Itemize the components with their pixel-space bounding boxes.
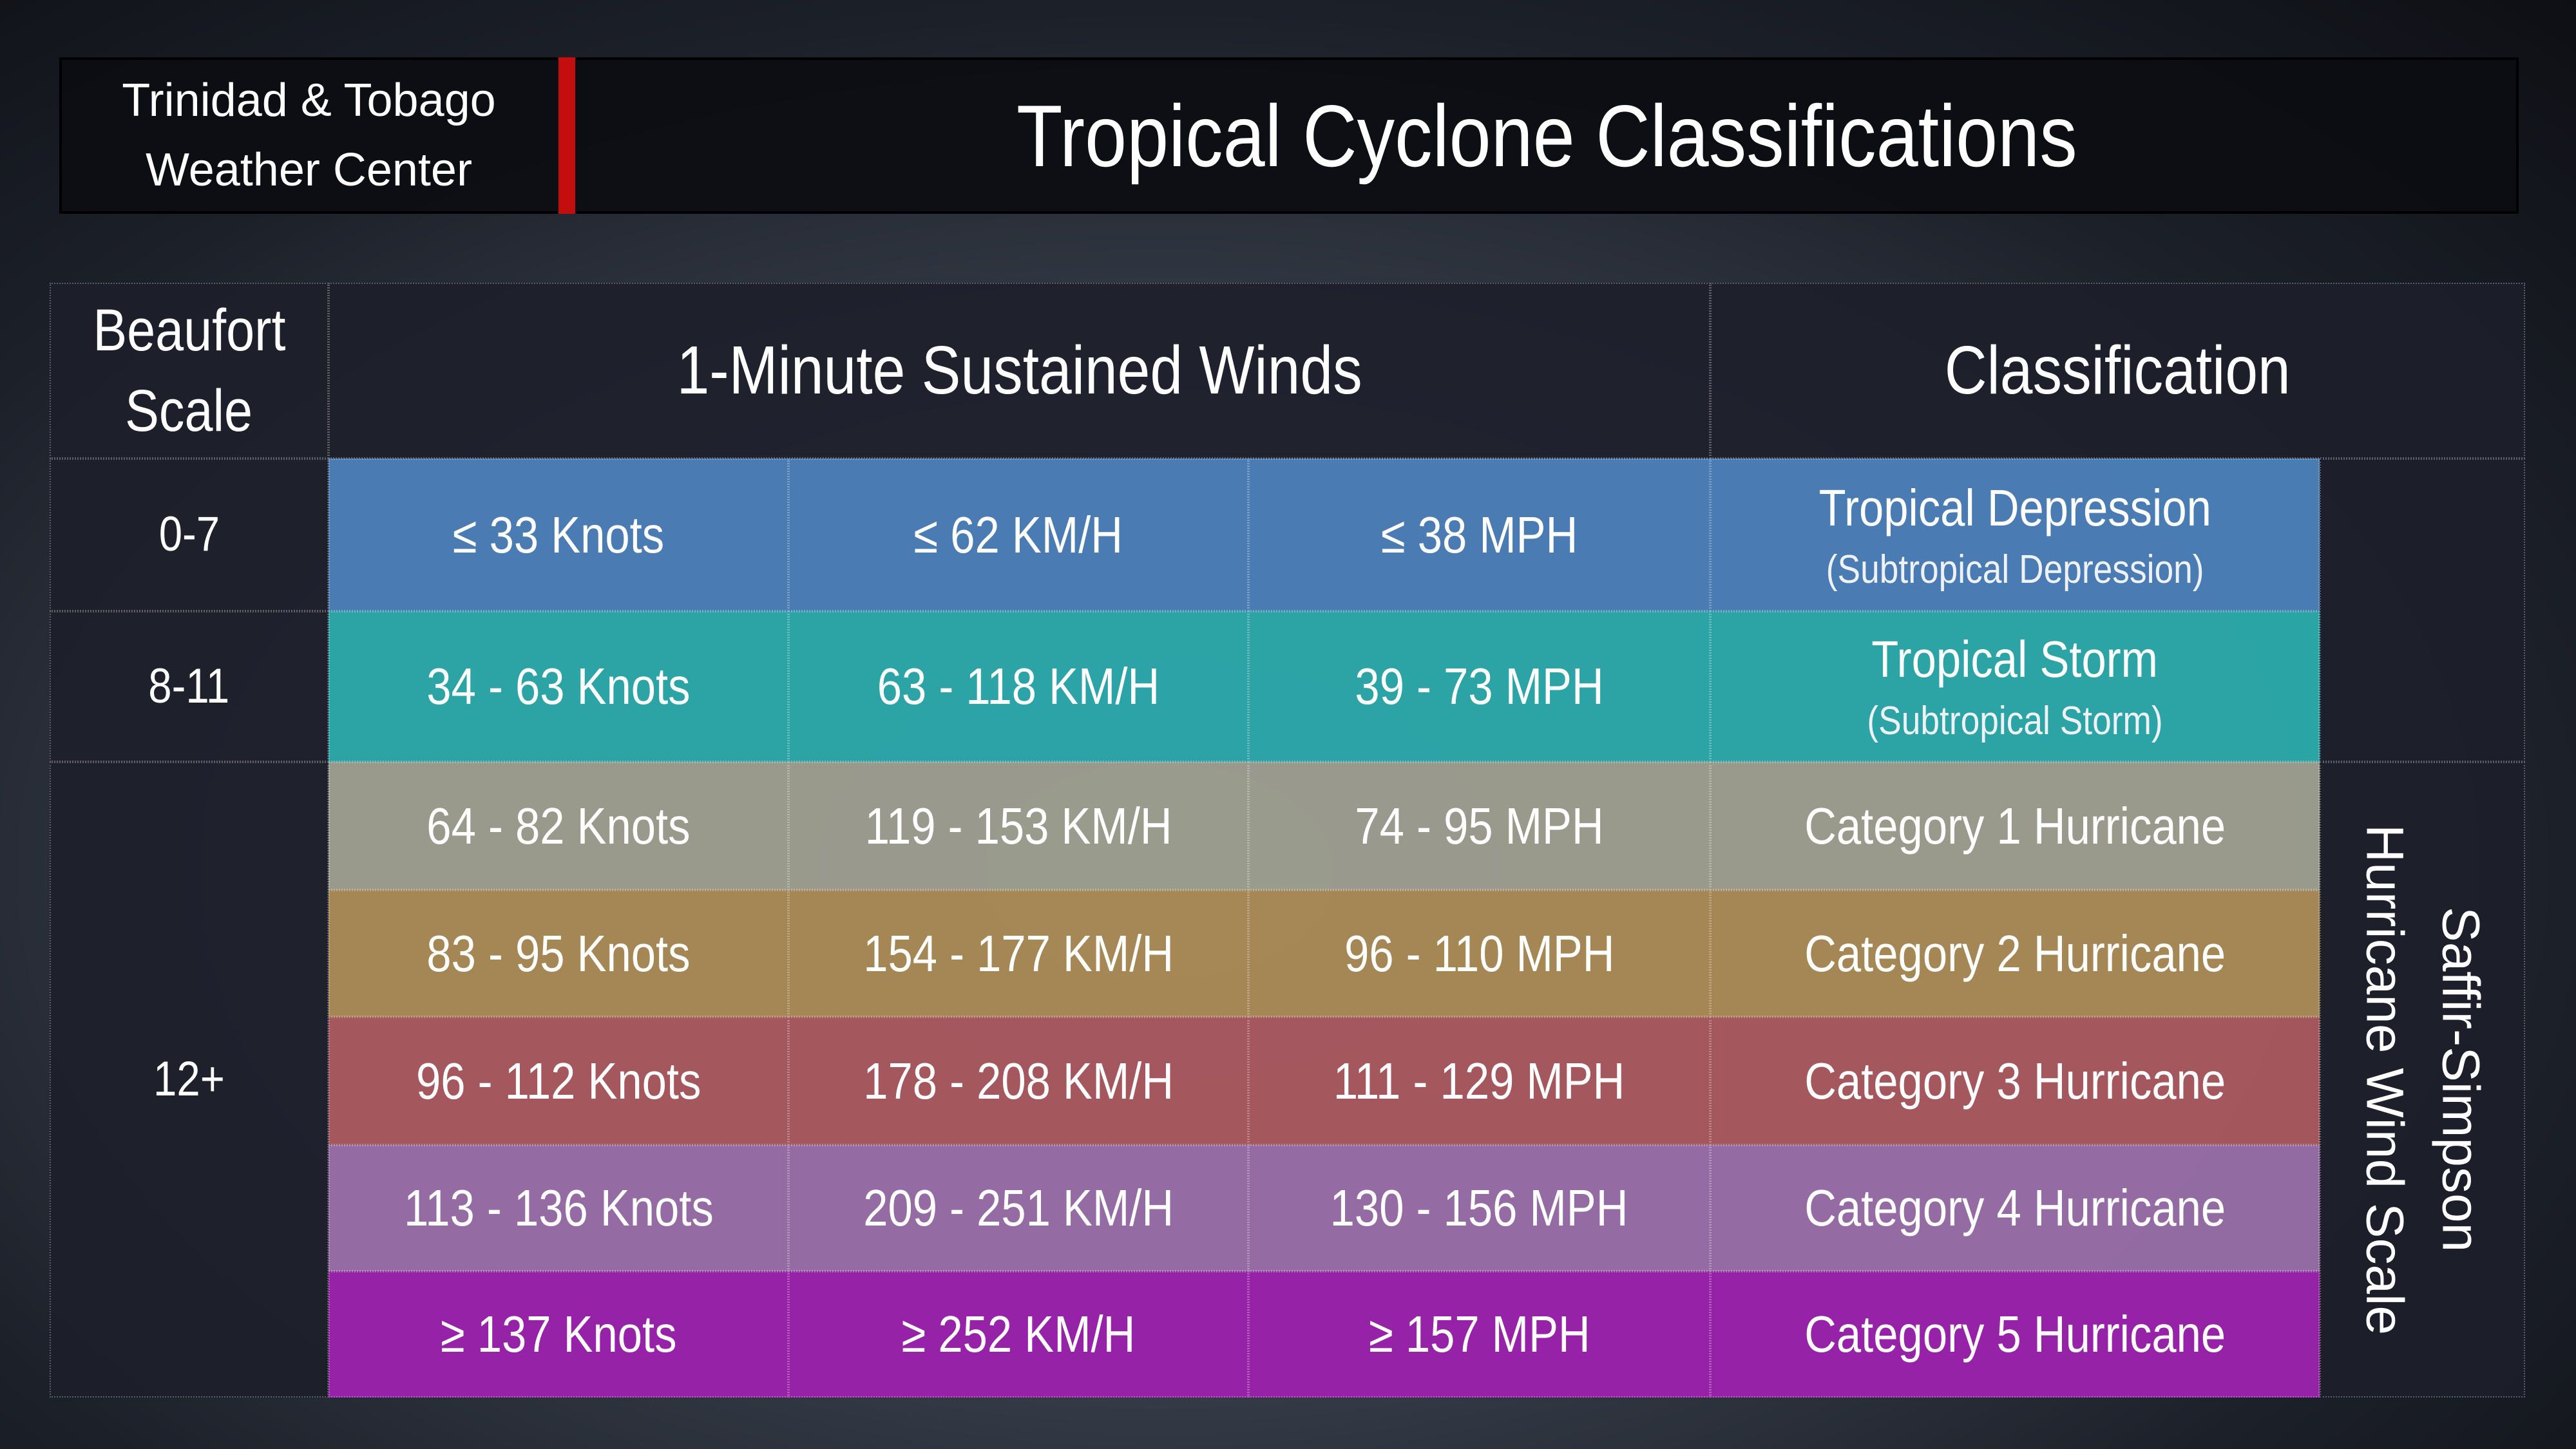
wind-text: 154 - 177 KM/H (863, 924, 1174, 982)
wind-text: ≥ 252 KM/H (901, 1305, 1136, 1363)
classification-text: Category 2 Hurricane (1804, 924, 2226, 982)
beaufort-cell: 0-7 (50, 459, 329, 611)
wind-cell: 154 - 177 KM/H (788, 890, 1248, 1017)
wind-text: ≤ 62 KM/H (913, 506, 1123, 564)
wind-cell: 96 - 112 Knots (329, 1017, 788, 1145)
row-band (329, 459, 2320, 611)
wind-text: 64 - 82 Knots (426, 797, 691, 855)
header-divider (558, 57, 575, 214)
wind-cell: 111 - 129 MPH (1248, 1017, 1710, 1145)
header-text: Classification (1944, 332, 2291, 408)
beaufort-text: 8-11 (148, 658, 230, 714)
wind-cell: 64 - 82 Knots (329, 762, 788, 890)
wind-cell: 113 - 136 Knots (329, 1145, 788, 1271)
wind-cell: ≤ 38 MPH (1248, 459, 1710, 611)
row-band (329, 611, 2320, 762)
org-name: Trinidad & Tobago Weather Center (59, 64, 558, 206)
side-label: Saffir-Simpson Hurricane Wind Scale (2347, 824, 2499, 1335)
wind-text: ≤ 38 MPH (1380, 506, 1578, 564)
wind-text: ≤ 33 Knots (452, 506, 665, 564)
row-band (329, 1017, 2320, 1145)
wind-text: 113 - 136 Knots (403, 1179, 714, 1236)
wind-cell: 119 - 153 KM/H (788, 762, 1248, 890)
wind-text: ≥ 137 Knots (440, 1305, 677, 1363)
classification-text: Category 5 Hurricane (1804, 1305, 2226, 1363)
wind-text: 209 - 251 KM/H (863, 1179, 1174, 1236)
classification-cell: Category 4 Hurricane (1710, 1145, 2320, 1271)
wind-cell: 83 - 95 Knots (329, 890, 788, 1017)
wind-cell: ≤ 33 Knots (329, 459, 788, 611)
classification-sub: (Subtropical Storm) (1867, 699, 2163, 744)
wind-text: 63 - 118 KM/H (877, 658, 1160, 715)
wind-text: 111 - 129 MPH (1333, 1052, 1625, 1110)
classification-text: Category 1 Hurricane (1804, 797, 2226, 855)
wind-text: 96 - 110 MPH (1344, 924, 1615, 982)
classification-cell: Tropical Depression (Subtropical Depressi… (1710, 459, 2320, 611)
wind-text: 74 - 95 MPH (1355, 797, 1604, 855)
title-text: Tropical Cyclone Classifications (1016, 86, 2077, 185)
beaufort-header: Beaufort Scale (50, 283, 329, 459)
wind-text: 34 - 63 Knots (426, 658, 691, 715)
wind-cell: 178 - 208 KM/H (788, 1017, 1248, 1145)
classification-cell: Category 3 Hurricane (1710, 1017, 2320, 1145)
beaufort-cell: 8-11 (50, 611, 329, 762)
classification-cell: Category 1 Hurricane (1710, 762, 2320, 890)
classification-text: Category 4 Hurricane (1804, 1179, 2226, 1236)
classification-text: Tropical Storm (1871, 630, 2159, 688)
beaufort-text: 0-7 (158, 507, 220, 562)
wind-text: 178 - 208 KM/H (863, 1052, 1174, 1110)
side-cell (2320, 459, 2525, 762)
row-band (329, 762, 2320, 890)
wind-text: 119 - 153 KM/H (864, 797, 1172, 855)
wind-cell: 63 - 118 KM/H (788, 611, 1248, 762)
row-band (329, 890, 2320, 1017)
classification-header: Classification (1710, 283, 2525, 459)
wind-text: 83 - 95 Knots (426, 924, 691, 982)
header-box (59, 57, 2519, 214)
classification-cell: Tropical Storm (Subtropical Storm) (1710, 611, 2320, 762)
row-band (329, 1271, 2320, 1397)
wind-cell: ≥ 137 Knots (329, 1271, 788, 1397)
wind-text: 39 - 73 MPH (1355, 658, 1604, 715)
wind-cell: 74 - 95 MPH (1248, 762, 1710, 890)
classification-cell: Category 2 Hurricane (1710, 890, 2320, 1017)
title: Tropical Cyclone Classifications (575, 57, 2519, 214)
beaufort-cell: 12+ (50, 762, 329, 1397)
wind-cell: ≥ 252 KM/H (788, 1271, 1248, 1397)
wind-cell: ≤ 62 KM/H (788, 459, 1248, 611)
wind-cell: 130 - 156 MPH (1248, 1145, 1710, 1271)
side-cell: Saffir-Simpson Hurricane Wind Scale (2320, 762, 2525, 1397)
row-band (329, 1145, 2320, 1271)
winds-header: 1-Minute Sustained Winds (329, 283, 1710, 459)
classification-text: Category 3 Hurricane (1804, 1052, 2226, 1110)
beaufort-text: 12+ (153, 1052, 225, 1107)
wind-text: 130 - 156 MPH (1330, 1179, 1628, 1236)
side-label-line: Hurricane Wind Scale (2355, 824, 2414, 1335)
classification-cell: Category 5 Hurricane (1710, 1271, 2320, 1397)
classification-sub: (Subtropical Depression) (1826, 547, 2204, 592)
wind-cell: 34 - 63 Knots (329, 611, 788, 762)
side-label-line: Saffir-Simpson (2431, 907, 2490, 1253)
wind-text: ≥ 157 MPH (1368, 1305, 1590, 1363)
classification-text: Tropical Depression (1818, 478, 2211, 536)
wind-cell: 96 - 110 MPH (1248, 890, 1710, 1017)
header-text: 1-Minute Sustained Winds (676, 332, 1362, 408)
wind-cell: ≥ 157 MPH (1248, 1271, 1710, 1397)
header-text: Beaufort (92, 298, 286, 364)
wind-text: 96 - 112 Knots (415, 1052, 701, 1110)
org-line: Weather Center (146, 144, 472, 196)
header-text: Scale (125, 377, 253, 444)
wind-cell: 209 - 251 KM/H (788, 1145, 1248, 1271)
org-line: Trinidad & Tobago (122, 75, 496, 126)
wind-cell: 39 - 73 MPH (1248, 611, 1710, 762)
